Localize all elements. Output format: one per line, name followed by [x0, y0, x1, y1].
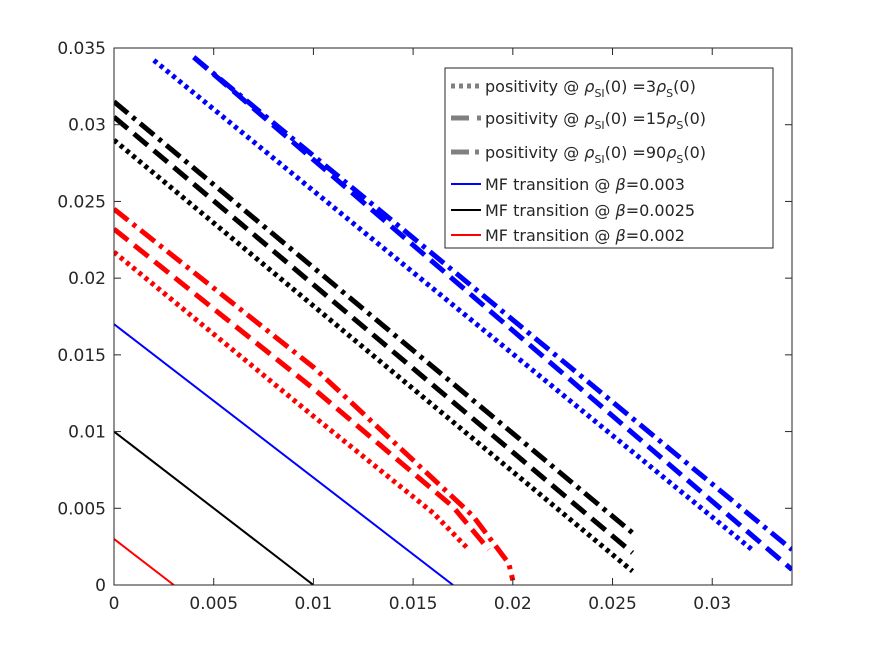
y-tick-label: 0.01 [68, 423, 106, 443]
series-line-6 [114, 138, 635, 574]
x-tick-label: 0.03 [693, 594, 731, 614]
legend-label-2: positivity @ ρSI(0) =90ρS(0) [485, 143, 706, 166]
plot-frame [113, 47, 793, 586]
series-line-10 [114, 227, 491, 552]
axes: 0 0.005 0.01 0.015 0.02 0.025 0.03 0 0.005 0.01 0.… [57, 39, 793, 614]
x-tick-label: 0.01 [294, 594, 332, 614]
legend-label-5: MF transition @ β=0.002 [485, 226, 685, 245]
x-tick-label: 0 [109, 594, 120, 614]
x-tick-label: 0.015 [389, 594, 438, 614]
x-tick-label: 0.02 [494, 594, 532, 614]
y-tick-label: 0.02 [68, 269, 106, 289]
series-line-3 [152, 58, 754, 552]
y-tick-label: 0 [95, 576, 106, 596]
series-line-9 [114, 250, 471, 552]
legend-label-3: MF transition @ β=0.003 [485, 175, 685, 194]
x-tick-label: 0.025 [588, 594, 637, 614]
y-tick-label: 0.005 [57, 499, 106, 519]
legend-label-4: MF transition @ β=0.0025 [485, 201, 695, 220]
y-tick-label: 0.015 [57, 346, 106, 366]
series-line-4 [192, 55, 792, 572]
y-tick-label: 0.03 [68, 116, 106, 136]
series-line-8 [114, 99, 635, 535]
series-line-11 [114, 207, 516, 581]
series-line-1 [114, 430, 315, 585]
x-tick-label: 0.005 [189, 594, 238, 614]
legend-box [444, 67, 774, 249]
y-tick-label: 0.035 [57, 39, 106, 59]
series-line-7 [114, 115, 635, 555]
legend: positivity @ ρSI(0) =3ρS(0) positivity @ … [444, 67, 774, 249]
legend-label-1: positivity @ ρSI(0) =15ρS(0) [485, 109, 706, 132]
series-line-2 [114, 538, 175, 585]
series-line-0 [114, 323, 454, 585]
y-tick-label: 0.025 [57, 192, 106, 212]
series-line-5 [192, 55, 792, 552]
legend-label-0: positivity @ ρSI(0) =3ρS(0) [485, 77, 696, 100]
series-layer [114, 55, 792, 585]
